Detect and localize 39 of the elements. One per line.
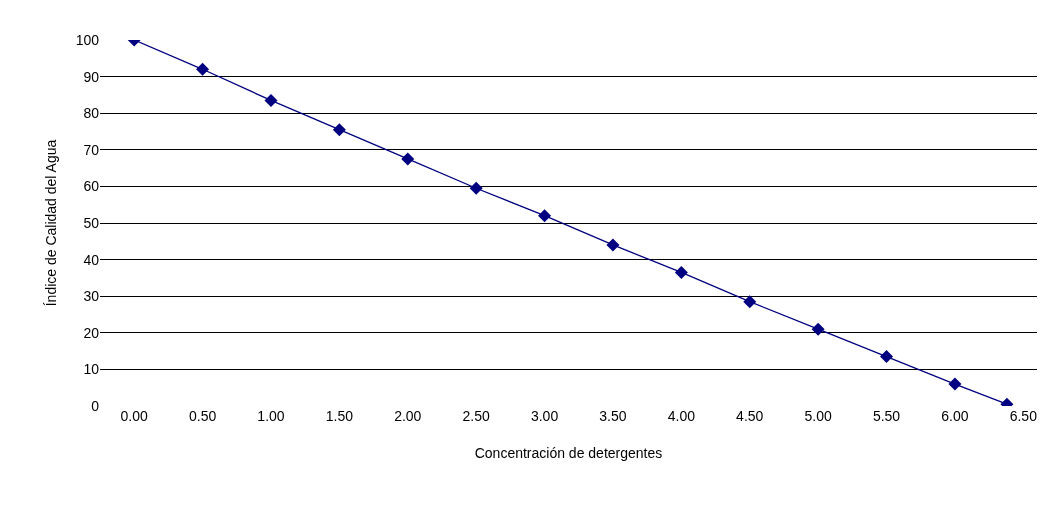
y-tick-label: 60: [83, 178, 100, 195]
y-tick-label: 20: [83, 324, 100, 341]
x-tick-label: 1.00: [257, 408, 285, 424]
x-axis-title: Concentración de detergentes: [474, 445, 663, 462]
y-tick-label: 30: [83, 288, 100, 305]
point: [674, 265, 688, 279]
point: [401, 152, 415, 166]
x-tick-label: 3.00: [530, 408, 559, 424]
point: [538, 209, 552, 223]
x-tick-label: 0.50: [188, 408, 217, 424]
x-tick-label: 2.00: [394, 408, 422, 424]
point: [811, 322, 825, 336]
x-tick-label: 1.50: [325, 408, 354, 424]
point: [332, 123, 346, 137]
point: [948, 377, 962, 391]
y-tick-label: 80: [83, 105, 100, 122]
y-tick-label: 0: [91, 397, 100, 414]
y-tick-label: 100: [75, 31, 100, 48]
point: [196, 62, 210, 76]
y-axis-title: Índice de Calidad del Agua: [43, 139, 60, 307]
x-tick-label: 2.50: [462, 408, 491, 424]
x-tick-label: 6.00: [941, 408, 969, 424]
point: [606, 238, 620, 252]
x-tick-label: 4.50: [736, 408, 764, 424]
y-tick-label: 90: [83, 68, 100, 85]
y-tick-label: 70: [83, 141, 100, 158]
point: [743, 295, 757, 309]
y-tick-label: 40: [83, 251, 100, 268]
x-tick-label: 5.00: [804, 408, 832, 424]
point: [264, 93, 278, 107]
point: [469, 181, 483, 195]
x-tick-label: 4.00: [667, 408, 696, 424]
x-tick-label: 5.50: [872, 408, 901, 424]
x-tick-label: 3.50: [599, 408, 627, 424]
x-tick-label: 0.00: [120, 408, 149, 424]
x-tick-label: 6.50: [1009, 408, 1038, 424]
y-tick-label: 50: [83, 214, 100, 231]
point: [880, 350, 894, 364]
y-tick-label: 10: [83, 361, 100, 378]
